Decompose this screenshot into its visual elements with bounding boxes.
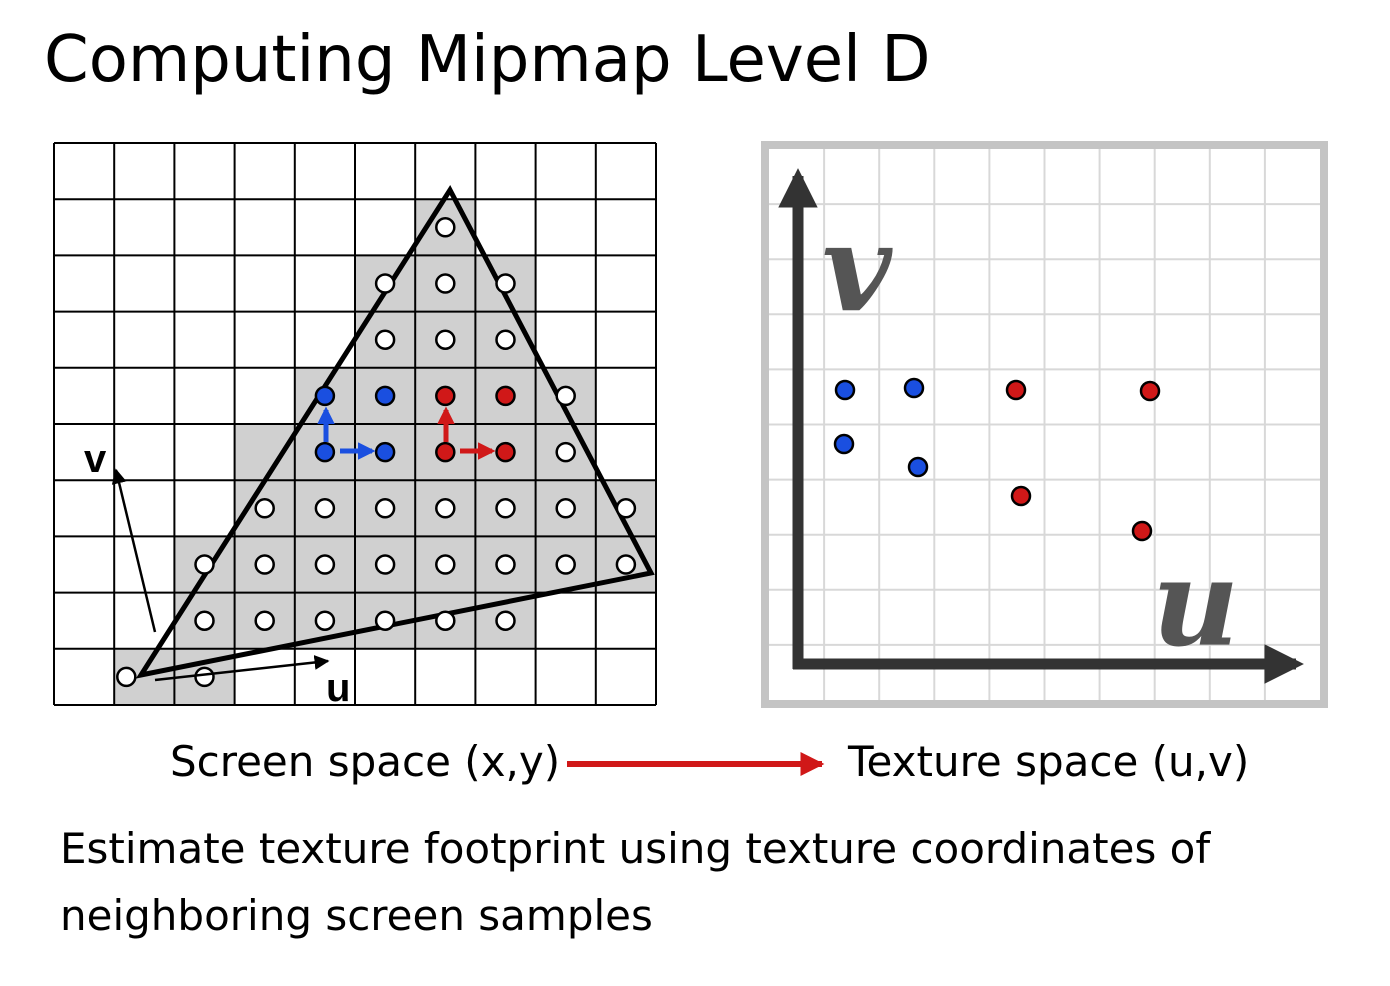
screen-space-panel: u v (54, 143, 656, 710)
sample-point (557, 499, 575, 517)
sample-point (196, 668, 214, 686)
sample-point (117, 668, 135, 686)
sample-point (617, 556, 635, 574)
sample-point (436, 556, 454, 574)
sample-point (436, 218, 454, 236)
red-texture-point (1012, 487, 1030, 505)
v-vector (116, 470, 155, 632)
sample-point (497, 275, 515, 293)
blue-sample-point (376, 443, 394, 461)
sample-point (376, 612, 394, 630)
sample-point (436, 499, 454, 517)
sample-point (557, 443, 575, 461)
texture-u-label: u (1152, 533, 1239, 674)
sample-point (376, 556, 394, 574)
blue-texture-point (836, 381, 854, 399)
blue-texture-point (905, 379, 923, 397)
sample-point (497, 331, 515, 349)
sample-point (256, 499, 274, 517)
red-texture-point (1141, 382, 1159, 400)
blue-texture-point (835, 435, 853, 453)
u-vector-label: u (326, 666, 350, 710)
sample-point (376, 499, 394, 517)
sample-point (557, 556, 575, 574)
sample-point (316, 612, 334, 630)
sample-point (617, 499, 635, 517)
sample-point (196, 556, 214, 574)
sample-point (497, 556, 515, 574)
sample-point (497, 499, 515, 517)
texture-space-panel: v u (765, 145, 1324, 704)
red-sample-point (436, 443, 454, 461)
sample-point (316, 499, 334, 517)
texture-space-caption: Texture space (u,v) (848, 737, 1249, 787)
sample-point (196, 612, 214, 630)
sample-point (497, 612, 515, 630)
red-sample-point (497, 443, 515, 461)
red-texture-point (1007, 381, 1025, 399)
blue-sample-point (316, 387, 334, 405)
sample-point (376, 331, 394, 349)
red-sample-point (436, 387, 454, 405)
texture-v-label: v (822, 198, 893, 339)
red-sample-point (497, 387, 515, 405)
blue-texture-point (909, 458, 927, 476)
screen-grid (54, 143, 656, 705)
sample-point (436, 331, 454, 349)
sample-point (256, 612, 274, 630)
sample-point (316, 556, 334, 574)
sample-point (376, 275, 394, 293)
sample-point (256, 556, 274, 574)
screen-space-caption: Screen space (x,y) (170, 737, 560, 787)
sample-point (436, 612, 454, 630)
v-vector-label: v (84, 437, 107, 481)
blue-sample-point (316, 443, 334, 461)
description: Estimate texture footprint using texture… (60, 815, 1350, 949)
sample-point (557, 387, 575, 405)
blue-sample-point (376, 387, 394, 405)
sample-point (436, 275, 454, 293)
red-texture-point (1133, 522, 1151, 540)
